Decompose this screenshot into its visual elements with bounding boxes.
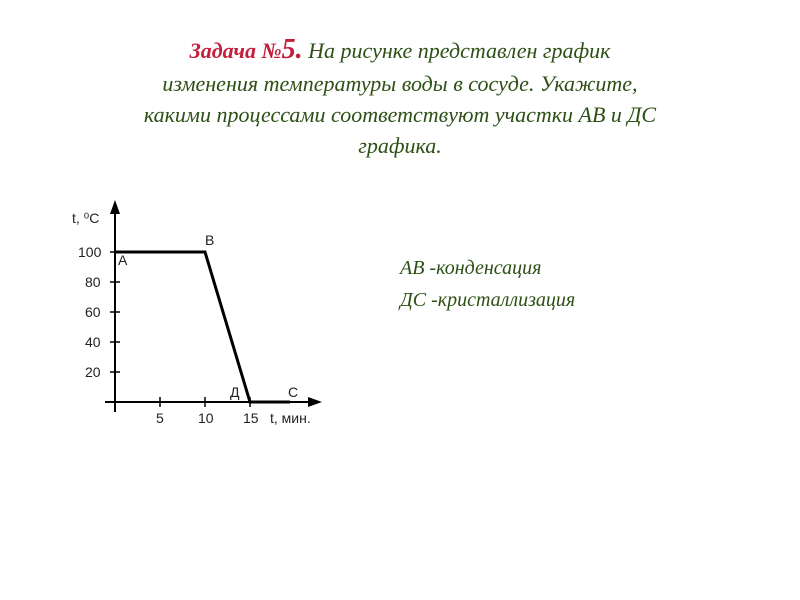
- point-label-d: Д: [230, 384, 239, 400]
- title-text-2: изменения температуры воды в сосуде. Ука…: [162, 71, 637, 96]
- title-text-1: На рисунке представлен график: [303, 38, 611, 63]
- problem-title: Задача №5. На рисунке представлен график…: [40, 30, 760, 162]
- x-tick-10: 10: [198, 410, 214, 426]
- y-tick-60: 60: [85, 304, 101, 320]
- y-axis-label: t, ⁰C: [72, 210, 99, 227]
- y-tick-20: 20: [85, 364, 101, 380]
- y-tick-80: 80: [85, 274, 101, 290]
- title-text-4: графика.: [358, 133, 441, 158]
- x-tick-5: 5: [156, 410, 164, 426]
- content-row: t, ⁰C 100 80 60 40 20 5 10 15 t, мин. А …: [40, 192, 760, 452]
- y-tick-100: 100: [78, 244, 101, 260]
- point-label-b: В: [205, 232, 214, 248]
- temperature-chart: t, ⁰C 100 80 60 40 20 5 10 15 t, мин. А …: [60, 192, 340, 452]
- x-axis-label: t, мин.: [270, 410, 311, 426]
- answer-line-1: АВ -конденсация: [400, 252, 575, 284]
- y-tick-40: 40: [85, 334, 101, 350]
- x-tick-15: 15: [243, 410, 259, 426]
- answer-line-2: ДС -кристаллизация: [400, 284, 575, 316]
- point-label-a: А: [118, 252, 127, 268]
- answers-block: АВ -конденсация ДС -кристаллизация: [400, 252, 575, 316]
- task-number-digit: 5.: [282, 34, 303, 65]
- title-text-3: какими процессами соответствуют участки …: [144, 102, 656, 127]
- task-number-label: Задача №: [190, 38, 282, 63]
- point-label-c: С: [288, 384, 298, 400]
